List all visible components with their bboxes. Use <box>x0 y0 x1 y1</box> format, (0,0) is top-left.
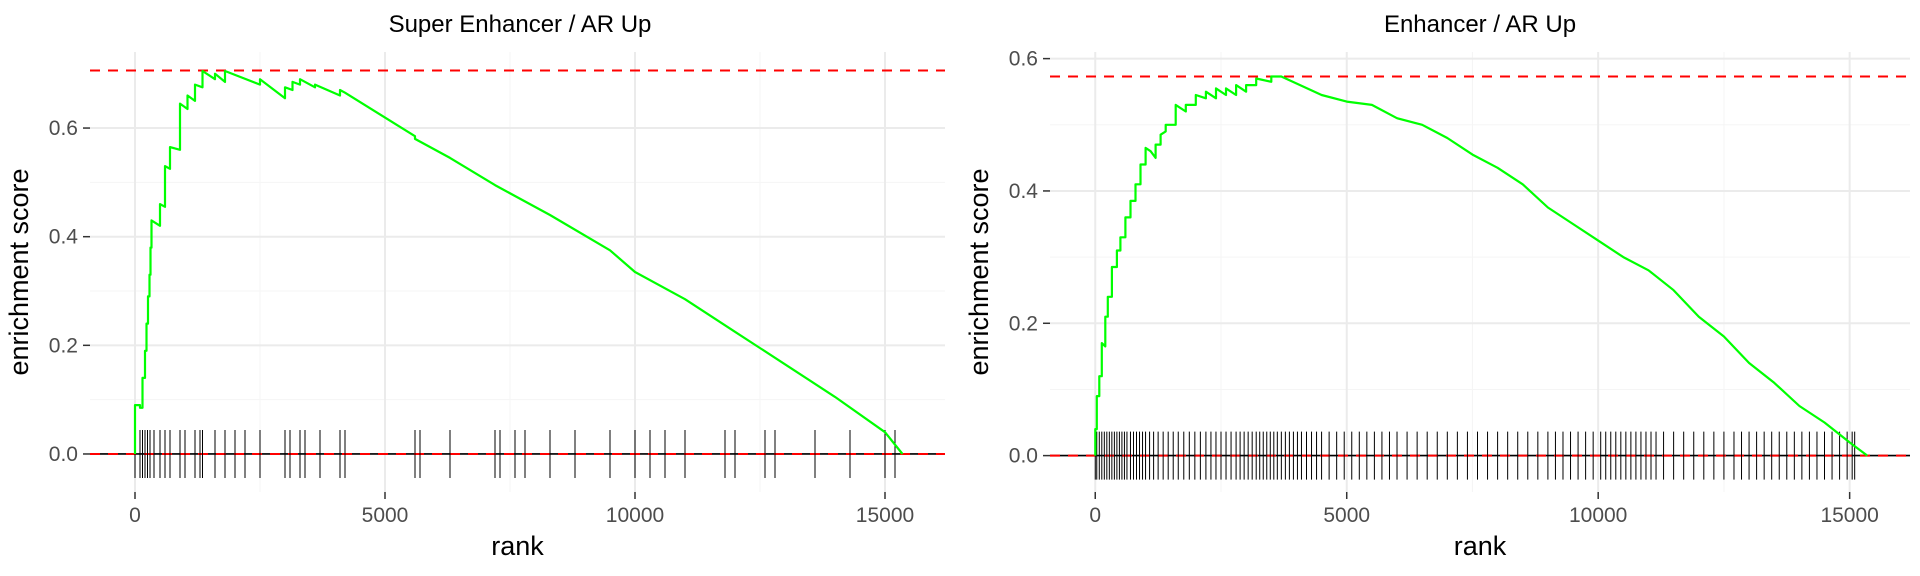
x-tick-label: 10000 <box>1569 504 1627 527</box>
y-tick-label: 0.4 <box>49 226 79 249</box>
x-axis-title: rank <box>1454 531 1507 561</box>
x-tick-label: 5000 <box>362 504 409 527</box>
x-axis-title: rank <box>491 531 544 561</box>
x-tick-label: 0 <box>129 504 141 527</box>
x-tick-label: 15000 <box>856 504 914 527</box>
x-tick-label: 10000 <box>606 504 664 527</box>
enrichment-score-line <box>1094 75 1868 457</box>
x-tick-label: 0 <box>1089 504 1101 527</box>
y-tick-label: 0.6 <box>49 117 78 140</box>
chart-panel-2: 0 5000 10000 15000 0.0 0.2 0.4 0.6 Enhancer / AR… <box>964 11 1910 561</box>
x-tick-label: 5000 <box>1323 504 1370 527</box>
y-tick-label: 0.6 <box>1009 48 1038 71</box>
enrichment-score-line <box>133 69 904 455</box>
y-axis-title: enrichment score <box>4 168 34 375</box>
y-axis-title: enrichment score <box>964 168 994 375</box>
chart-panel-1: 0 5000 10000 15000 0.0 0.2 0.4 0.6 Super Enhance… <box>4 11 945 561</box>
y-tick-label: 0.0 <box>49 443 78 466</box>
y-tick-label: 0.4 <box>1009 180 1039 203</box>
x-tick-label: 15000 <box>1820 504 1878 527</box>
chart-title: Super Enhancer / AR Up <box>389 11 652 38</box>
y-tick-label: 0.2 <box>49 334 78 357</box>
y-tick-label: 0.2 <box>1009 312 1038 335</box>
chart-title: Enhancer / AR Up <box>1384 11 1576 38</box>
y-tick-label: 0.0 <box>1009 445 1038 468</box>
